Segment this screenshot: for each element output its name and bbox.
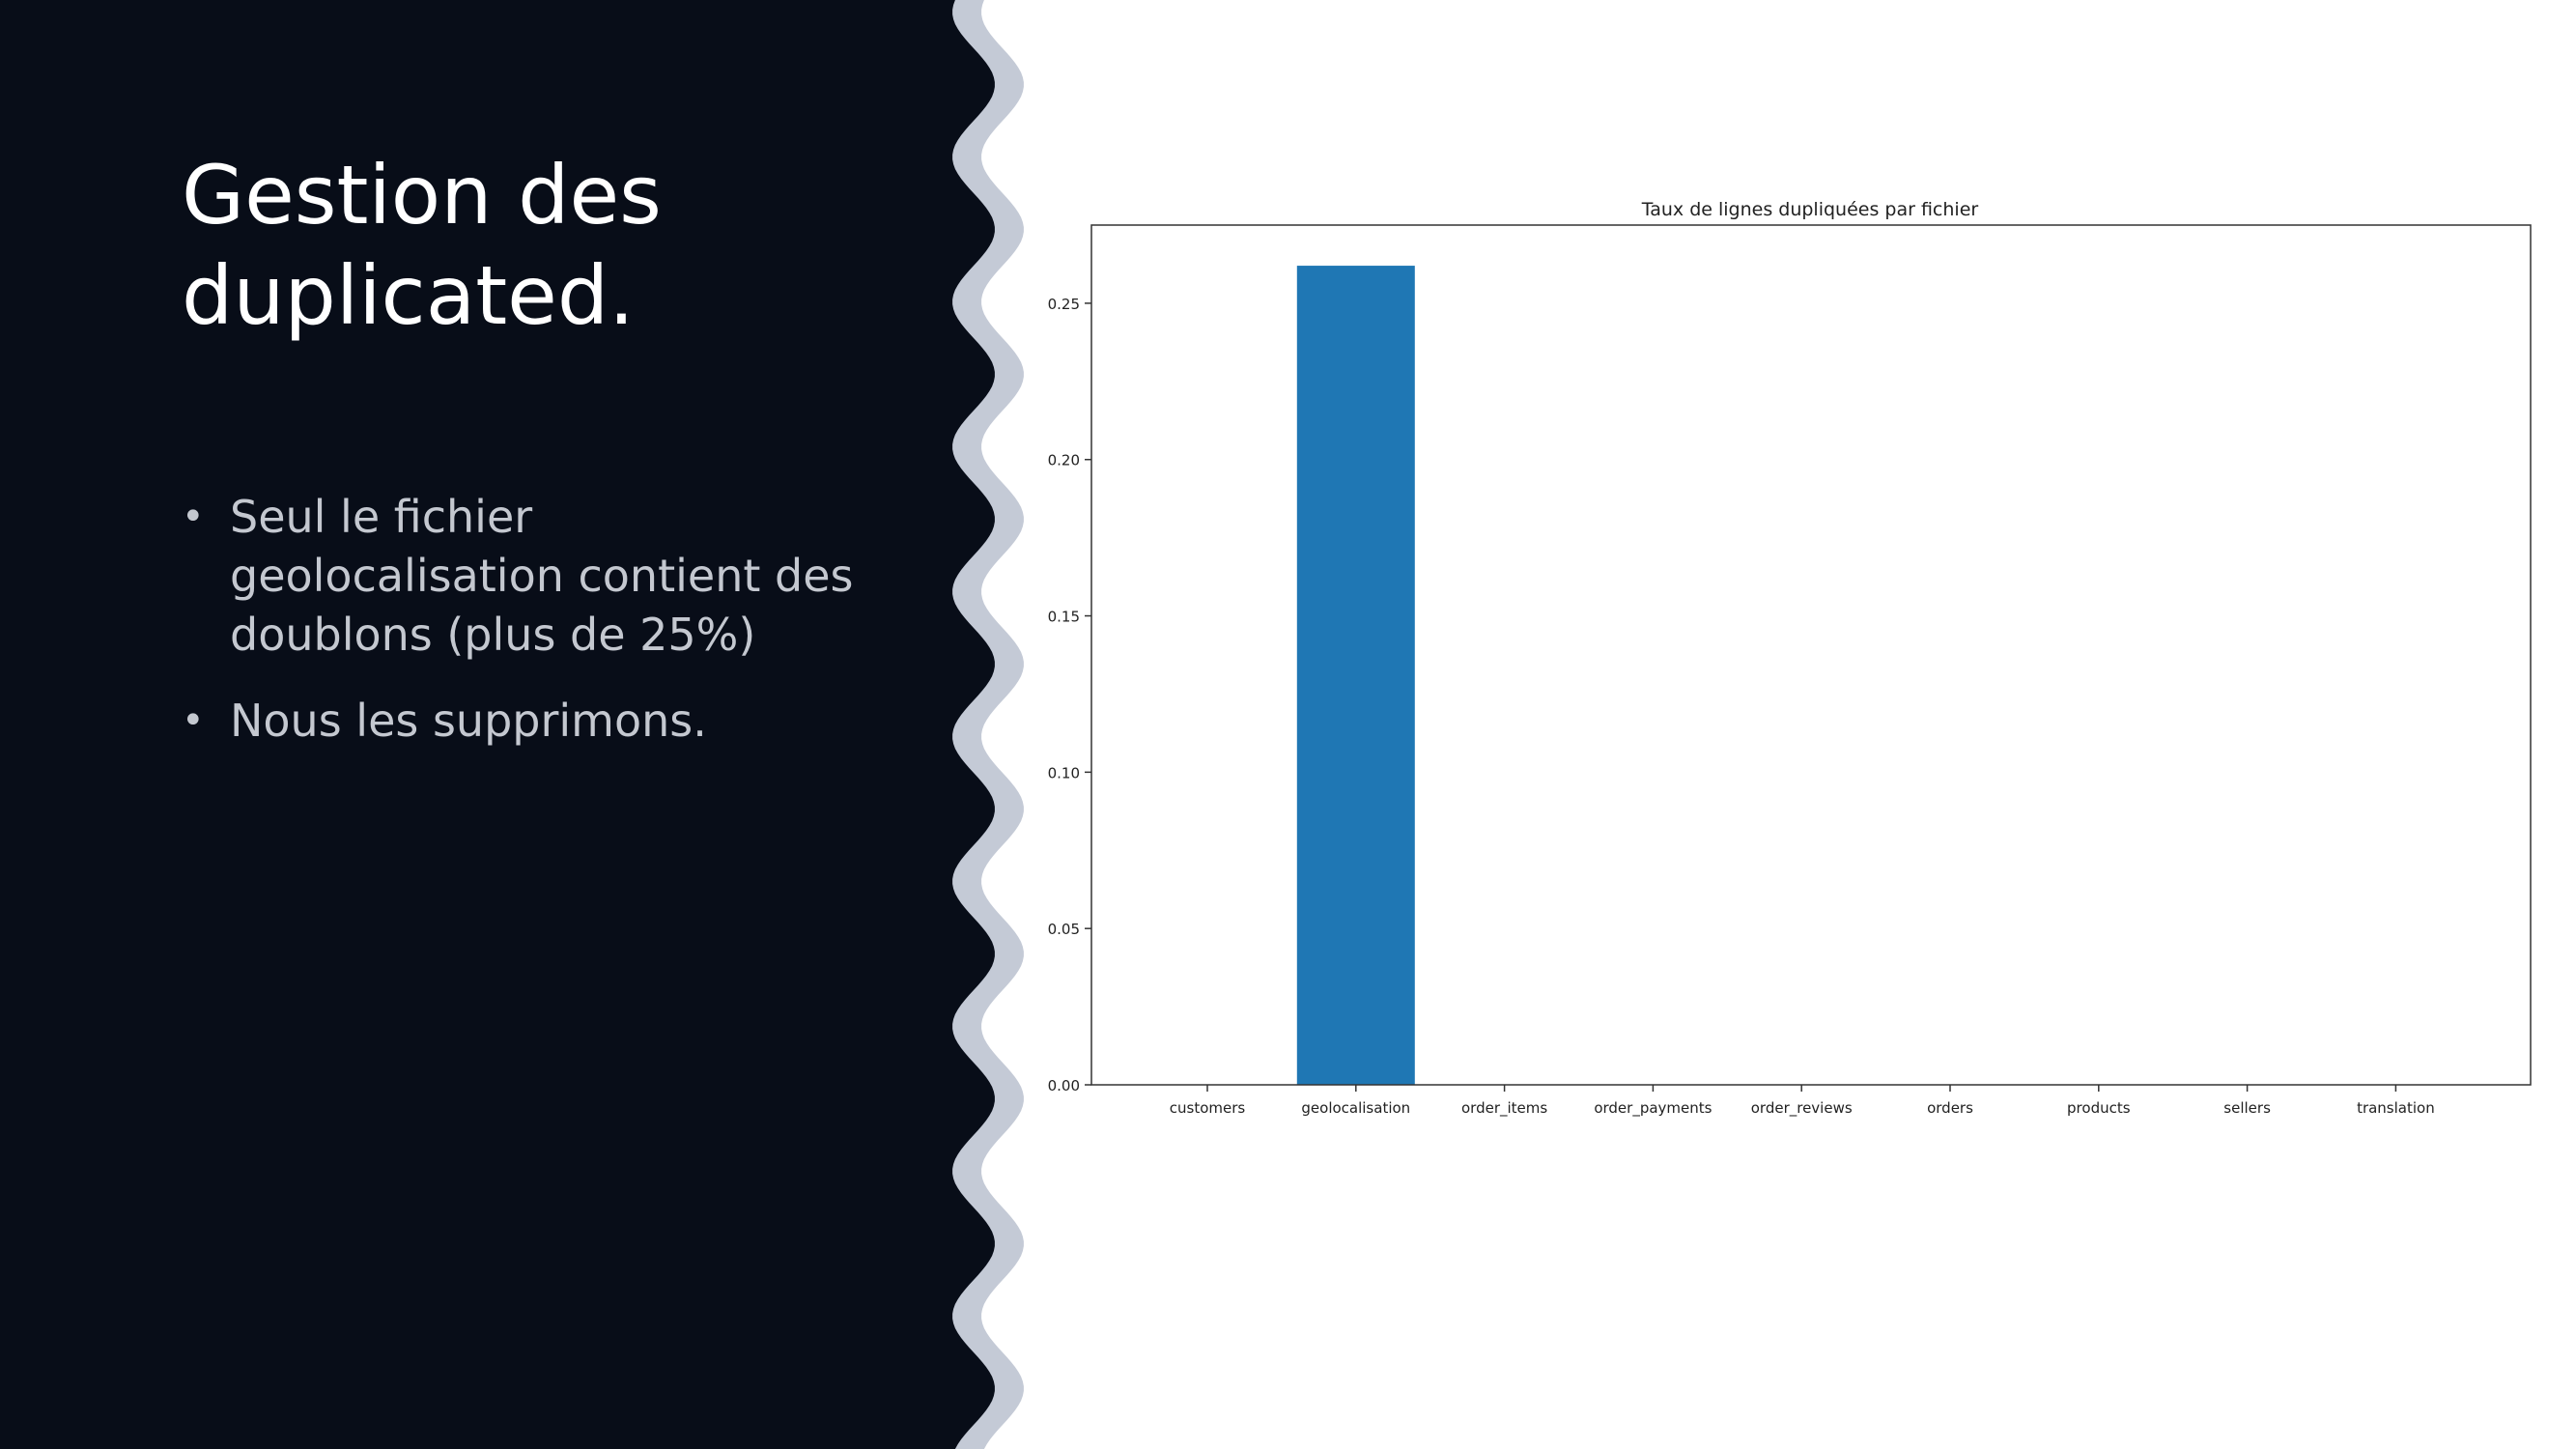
- bullet-point-icon: •: [182, 698, 205, 743]
- duplicates-bar-chart: Taux de lignes dupliquées par fichier 0.…: [1048, 199, 2532, 1118]
- y-tick-label: 0.15: [1048, 609, 1080, 626]
- x-tick-label: geolocalisation: [1301, 1099, 1410, 1117]
- x-axis: customers geolocalisation order_items order…: [1170, 1085, 2435, 1118]
- y-tick-label: 0.00: [1048, 1077, 1080, 1094]
- bullet-item: • Seul le fichier geolocalisation contie…: [182, 488, 877, 665]
- y-axis: 0.00 0.05 0.10 0.15 0.20 0.25: [1048, 296, 1091, 1094]
- x-tick-label: products: [2067, 1099, 2131, 1117]
- x-tick-label: translation: [2357, 1099, 2435, 1117]
- panel-fill: [0, 0, 995, 1449]
- y-tick-label: 0.05: [1048, 921, 1080, 938]
- bars: [1296, 266, 1415, 1085]
- bar-geolocalisation: [1296, 266, 1415, 1085]
- bullet-text: Nous les supprimons.: [230, 695, 707, 747]
- bullet-text: Seul le fichier geolocalisation contient…: [230, 491, 854, 661]
- x-tick-label: orders: [1927, 1099, 1973, 1117]
- x-tick-label: sellers: [2223, 1099, 2271, 1117]
- chart-title: Taux de lignes dupliquées par fichier: [1641, 199, 1979, 220]
- y-tick-label: 0.20: [1048, 452, 1080, 469]
- bullet-item: • Nous les supprimons.: [182, 692, 877, 751]
- x-tick-label: customers: [1170, 1099, 1246, 1117]
- wave-panel-shape: [0, 0, 1024, 1449]
- x-tick-label: order_items: [1461, 1099, 1547, 1118]
- plot-frame: [1090, 224, 2532, 1086]
- bullet-list: • Seul le fichier geolocalisation contie…: [182, 488, 877, 778]
- dark-title-panel: Gestion des duplicated. • Seul le fichie…: [0, 0, 1043, 1449]
- x-tick-label: order_reviews: [1751, 1099, 1853, 1118]
- y-tick-label: 0.10: [1048, 764, 1080, 781]
- bullet-point-icon: •: [182, 495, 205, 539]
- y-tick-label: 0.25: [1048, 296, 1080, 313]
- x-tick-label: order_payments: [1594, 1099, 1712, 1118]
- slide-title: Gestion des duplicated.: [182, 148, 662, 343]
